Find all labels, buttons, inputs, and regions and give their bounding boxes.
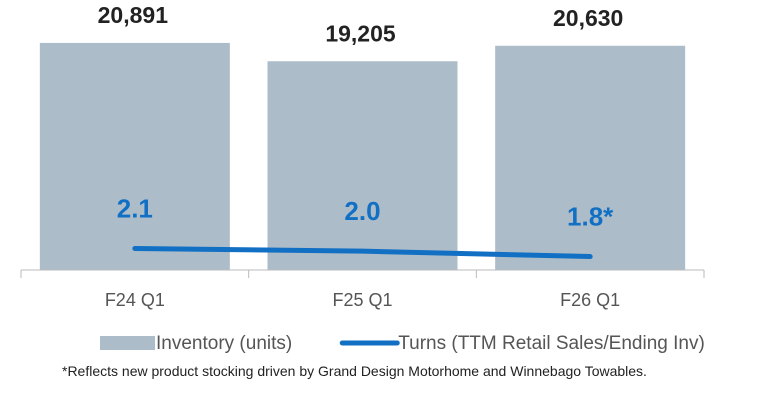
- x-tick-label: F24 Q1: [105, 290, 165, 310]
- bar: [495, 45, 686, 271]
- bar-value-label: 20,891: [98, 2, 169, 28]
- line-value-label: 1.8*: [567, 201, 614, 231]
- line-value-label: 2.1: [117, 193, 153, 223]
- bar-value-label: 20,630: [553, 5, 623, 31]
- bar-value-label: 19,205: [325, 20, 396, 46]
- footnote: *Reflects new product stocking driven by…: [62, 363, 647, 379]
- bar: [267, 61, 458, 270]
- legend-swatch: [100, 336, 155, 350]
- line: [132, 245, 593, 260]
- bar: [39, 42, 230, 270]
- legend-label: Inventory (units): [156, 333, 292, 354]
- x-tick-label: F26 Q1: [560, 290, 620, 310]
- line-value-label: 2.0: [344, 196, 380, 226]
- x-tick-label: F25 Q1: [332, 290, 392, 310]
- legend-label: Turns (TTM Retail Sales/Ending Inv): [398, 333, 705, 354]
